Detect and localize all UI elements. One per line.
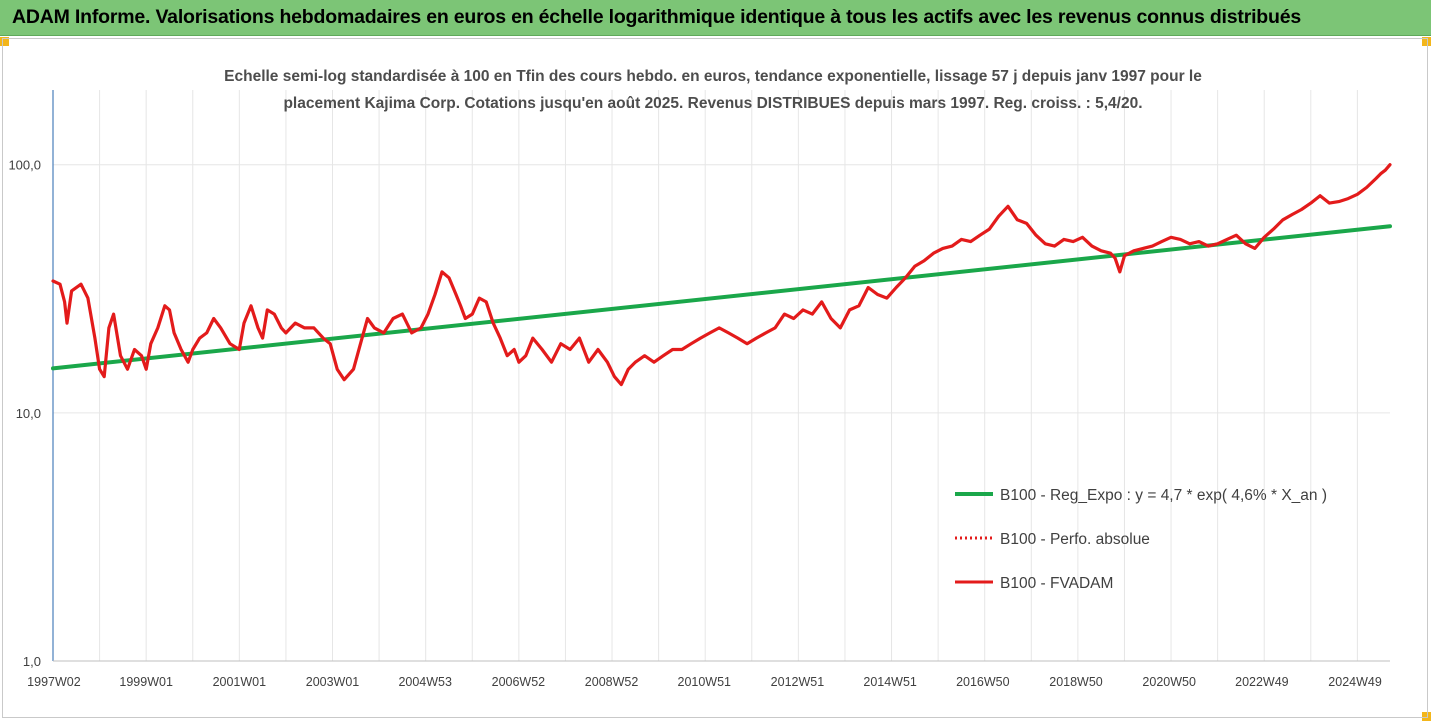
corner-marker-top-left [0, 37, 9, 46]
x-tick-label: 1999W01 [119, 675, 173, 689]
x-tick-label: 2024W49 [1328, 675, 1382, 689]
x-tick-label: 1997W02 [27, 675, 81, 689]
grid-layer [53, 90, 1390, 661]
x-tick-label: 2022W49 [1235, 675, 1289, 689]
y-tick-label: 1,0 [23, 654, 41, 669]
axis-layer: 1,0 10,0 100,0 1997W02 1999W01 2001W01 2003W01… [8, 90, 1390, 689]
report-banner: ADAM Informe. Valorisations hebdomadaire… [0, 0, 1431, 36]
series-layer [51, 163, 1392, 387]
legend-label: B100 - FVADAM [1000, 575, 1113, 592]
chart-title-line: Echelle semi-log standardisée à 100 en T… [224, 68, 1202, 85]
x-tick-label: 2020W50 [1142, 675, 1196, 689]
x-tick-label: 2016W50 [956, 675, 1010, 689]
x-tick-label: 2003W01 [306, 675, 360, 689]
x-tick-label: 2014W51 [863, 675, 917, 689]
x-tick-label: 2012W51 [771, 675, 825, 689]
legend-label: B100 - Reg_Expo : y = 4,7 * exp( 4,6% * … [1000, 487, 1327, 504]
series-line [51, 224, 1392, 371]
series-line [51, 163, 1392, 387]
chart-frame [2, 38, 1428, 718]
x-tick-label: 2010W51 [678, 675, 732, 689]
chart-title: Echelle semi-log standardisée à 100 en T… [224, 68, 1202, 112]
x-tick-label: 2008W52 [585, 675, 639, 689]
x-tick-label: 2018W50 [1049, 675, 1103, 689]
y-tick-label: 100,0 [8, 158, 41, 173]
report-banner-title: ADAM Informe. Valorisations hebdomadaire… [12, 6, 1302, 28]
chart-legend: B100 - Reg_Expo : y = 4,7 * exp( 4,6% * … [955, 487, 1327, 592]
x-tick-label: 2001W01 [213, 675, 267, 689]
x-tick-label: 2004W53 [398, 675, 452, 689]
chart-title-line: placement Kajima Corp. Cotations jusqu'e… [283, 95, 1142, 112]
x-tick-label: 2006W52 [492, 675, 546, 689]
corner-marker-bottom-right [1422, 712, 1431, 721]
y-tick-label: 10,0 [16, 406, 41, 421]
legend-label: B100 - Perfo. absolue [1000, 531, 1150, 548]
corner-marker-top-right [1422, 37, 1431, 46]
